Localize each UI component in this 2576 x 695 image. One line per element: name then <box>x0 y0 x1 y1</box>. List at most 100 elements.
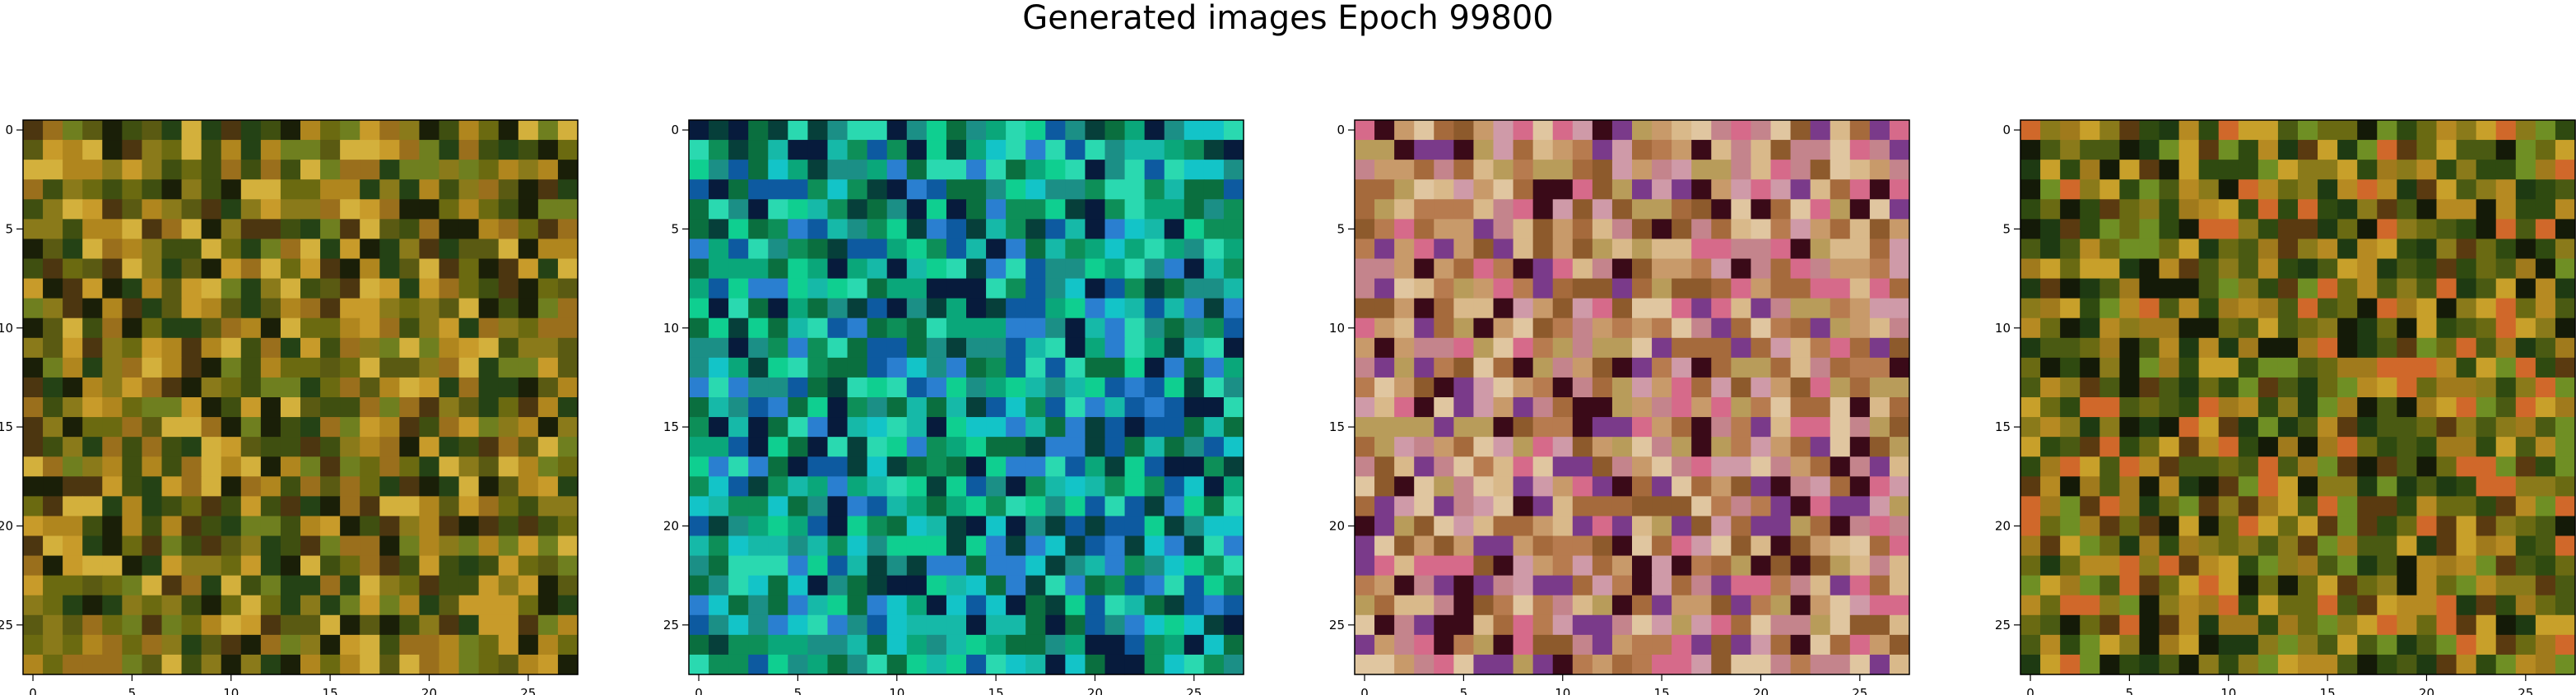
pixel <box>2495 476 2517 497</box>
pixel <box>1164 397 1185 418</box>
pixel <box>1572 654 1593 675</box>
pixel <box>122 614 143 636</box>
pixel <box>2119 317 2141 339</box>
pixel <box>1652 298 1672 319</box>
pixel <box>807 476 829 497</box>
pixel <box>2060 179 2081 200</box>
pixel <box>1025 535 1046 557</box>
pixel <box>1394 337 1415 359</box>
pixel <box>102 437 123 457</box>
pixel <box>1611 634 1633 656</box>
pixel <box>260 654 281 675</box>
pixel <box>1889 179 1910 200</box>
pixel <box>1513 317 1534 339</box>
pixel <box>1124 634 1146 656</box>
pixel <box>1751 337 1772 359</box>
pixel <box>1104 317 1126 339</box>
pixel <box>2040 278 2061 299</box>
pixel <box>458 634 480 656</box>
pixel <box>201 317 222 339</box>
pixel <box>43 595 63 616</box>
pixel <box>2159 199 2180 220</box>
pixel <box>1532 575 1554 596</box>
pixel <box>986 278 1007 299</box>
pixel <box>1006 377 1026 398</box>
pixel <box>43 437 63 457</box>
pixel <box>1632 120 1653 141</box>
pixel <box>142 199 163 220</box>
pixel <box>340 654 360 675</box>
pixel <box>2515 654 2536 675</box>
pixel <box>360 179 380 200</box>
pixel <box>1810 614 1831 636</box>
pixel <box>2397 516 2418 537</box>
pixel <box>1790 496 1811 517</box>
pixel <box>1085 337 1106 359</box>
pixel <box>82 140 103 160</box>
pixel <box>2476 437 2497 457</box>
pixel <box>142 140 163 160</box>
pixel <box>966 654 987 675</box>
x-tick-label: 25 <box>2518 686 2533 695</box>
pixel <box>1025 278 1046 299</box>
pixel <box>2139 575 2160 596</box>
pixel <box>2020 535 2041 557</box>
pixel <box>2178 496 2200 517</box>
pixel <box>122 298 143 319</box>
pixel <box>1473 298 1495 319</box>
pixel <box>43 614 63 636</box>
pixel <box>161 437 183 457</box>
pixel <box>2495 120 2517 141</box>
pixel <box>498 199 519 220</box>
y-tick-label: 20 <box>663 518 679 533</box>
pixel <box>1065 160 1086 180</box>
pixel <box>1532 317 1554 339</box>
pixel <box>181 654 202 675</box>
pixel <box>557 456 579 477</box>
pixel <box>689 634 709 656</box>
pixel <box>1869 278 1890 299</box>
pixel <box>1810 595 1831 616</box>
pixel <box>1203 377 1225 398</box>
pixel <box>122 357 143 378</box>
pixel <box>260 437 281 457</box>
pixel <box>1810 317 1831 339</box>
pixel <box>340 476 360 497</box>
pixel <box>1355 654 1375 675</box>
pixel <box>689 357 709 378</box>
pixel <box>340 397 360 418</box>
pixel <box>2535 258 2556 280</box>
y-tick-label: 5 <box>5 221 13 236</box>
pixel <box>728 595 749 616</box>
pixel <box>2119 160 2141 180</box>
pixel <box>1144 258 1165 280</box>
pixel <box>221 575 242 596</box>
pixel <box>161 456 183 477</box>
pixel <box>728 516 749 537</box>
y-tick-label: 20 <box>1329 518 1345 533</box>
pixel <box>557 239 579 260</box>
pixel <box>419 317 440 339</box>
pixel <box>300 298 321 319</box>
pixel <box>946 120 967 141</box>
pixel <box>748 575 769 596</box>
pixel <box>728 496 749 517</box>
pixel <box>788 160 809 180</box>
pixel <box>1025 298 1046 319</box>
pixel <box>161 278 183 299</box>
pixel <box>2495 654 2517 675</box>
pixel <box>946 317 967 339</box>
pixel <box>1453 317 1475 339</box>
pixel <box>498 595 519 616</box>
pixel <box>946 337 967 359</box>
pixel <box>1652 417 1672 438</box>
pixel <box>340 160 360 180</box>
pixel <box>1790 278 1811 299</box>
pixel <box>280 258 301 280</box>
pixel <box>2040 337 2061 359</box>
pixel <box>478 417 500 438</box>
pixel <box>867 317 888 339</box>
pixel <box>2318 595 2338 616</box>
pixel <box>1203 417 1225 438</box>
pixel <box>1355 575 1375 596</box>
